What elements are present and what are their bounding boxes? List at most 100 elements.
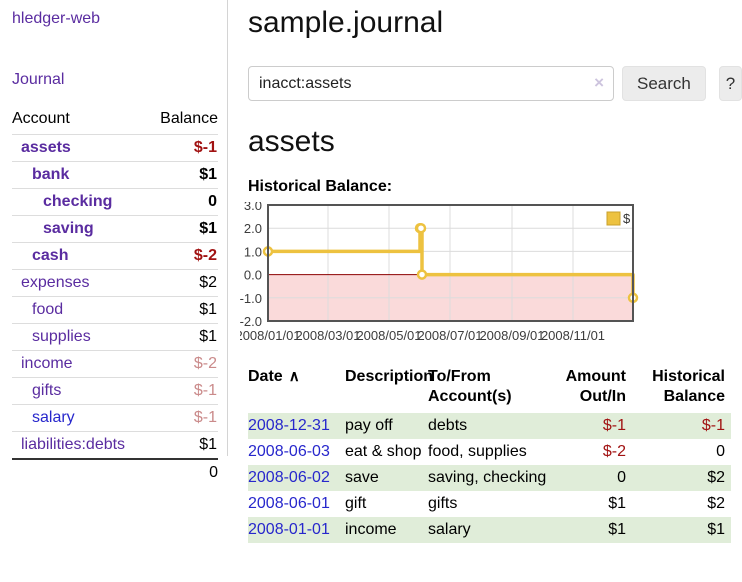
account-name-cell: checking <box>12 188 149 216</box>
transaction-date-link[interactable]: 2008-01-01 <box>248 521 330 538</box>
transaction-balance: $2 <box>707 495 725 512</box>
sidebar-account-link[interactable]: saving <box>43 220 94 237</box>
account-row: checking 0 <box>12 188 218 216</box>
transaction-description: pay off <box>345 417 393 434</box>
sidebar-account-link[interactable]: salary <box>32 409 75 426</box>
account-name-cell: expenses <box>12 269 149 297</box>
register-row: 2008-06-01 gift gifts $1 $2 <box>248 491 731 517</box>
chart-y-tick-label: 2.0 <box>244 221 262 236</box>
app-title-link[interactable]: hledger-web <box>12 10 101 27</box>
page-title: sample.journal <box>248 6 444 39</box>
transaction-balance: 0 <box>716 443 725 460</box>
accounts-table: Account Balance assets $-1 bank $1 checking 0… <box>12 106 218 486</box>
journal-link[interactable]: Journal <box>12 71 65 88</box>
main-content: sample.journal × Search ? assets Histori… <box>235 0 742 543</box>
accounts-total-value: 0 <box>148 458 218 486</box>
chart-x-tick-label: 2008/03/01 <box>295 328 360 343</box>
transaction-date-cell: 2008-06-02 <box>248 465 345 491</box>
account-balance: $1 <box>148 323 218 351</box>
register-header-accounts: To/From Account(s) <box>428 368 512 405</box>
chart-legend-swatch <box>606 211 621 226</box>
transaction-amount: $-1 <box>602 417 626 434</box>
transaction-date-cell: 2008-06-01 <box>248 491 345 517</box>
clear-search-icon[interactable]: × <box>594 73 604 92</box>
account-row: liabilities:debts $1 <box>12 431 218 459</box>
account-balance: $-2 <box>148 350 218 378</box>
accounts-total-row: 0 <box>12 458 218 486</box>
account-row: food $1 <box>12 296 218 324</box>
register-table-body: 2008-12-31 pay off debts $-1 $-1 2008-06-03 ea… <box>248 413 731 543</box>
chart-title: Historical Balance: <box>248 178 393 195</box>
sidebar-account-link[interactable]: assets <box>21 139 71 156</box>
transaction-description: gift <box>345 495 367 512</box>
sidebar-account-link[interactable]: bank <box>32 166 70 183</box>
chart-y-tick-label: 3.0 <box>244 202 262 213</box>
sidebar-account-link[interactable]: gifts <box>32 382 62 399</box>
accounts-table-header-row: Account Balance <box>12 106 218 135</box>
search-input[interactable] <box>248 66 614 101</box>
chart-x-tick-label: 2008/05/01 <box>356 328 421 343</box>
account-balance: $-2 <box>148 242 218 270</box>
transaction-date-cell: 2008-06-03 <box>248 439 345 465</box>
accounts-table-body: assets $-1 bank $1 checking 0 saving $1 cash $-2 e… <box>12 134 218 459</box>
chart-x-tick-label: 2008/01/01 <box>240 328 301 343</box>
account-row: income $-2 <box>12 350 218 378</box>
search-input-wrap: × <box>248 66 614 101</box>
register-table: Date ∧ Description To/From Account(s) Amo… <box>248 365 731 543</box>
transaction-accounts: saving, checking <box>428 469 547 486</box>
sidebar-account-link[interactable]: expenses <box>21 274 90 291</box>
account-row: cash $-2 <box>12 242 218 270</box>
transaction-date-link[interactable]: 2008-06-03 <box>248 443 330 460</box>
account-heading: assets <box>248 125 335 158</box>
account-balance: $1 <box>148 215 218 243</box>
account-row: saving $1 <box>12 215 218 243</box>
transaction-balance: $2 <box>707 469 725 486</box>
account-name-cell: income <box>12 350 149 378</box>
sidebar-account-link[interactable]: supplies <box>32 328 91 345</box>
transaction-description: income <box>345 521 397 538</box>
account-row: gifts $-1 <box>12 377 218 405</box>
accounts-header-balance: Balance <box>160 110 218 127</box>
account-name-cell: liabilities:debts <box>12 431 149 459</box>
account-name-cell: salary <box>12 404 149 432</box>
sort-ascending-icon: ∧ <box>288 368 300 385</box>
account-row: assets $-1 <box>12 134 218 162</box>
help-button[interactable]: ? <box>718 66 742 101</box>
account-balance: $1 <box>148 296 218 324</box>
register-header-date[interactable]: Date ∧ <box>248 365 345 413</box>
account-balance: $-1 <box>148 134 218 162</box>
chart-legend-label: $ <box>623 211 631 226</box>
chart-x-tick-label: 2008/09/01 <box>479 328 544 343</box>
transaction-accounts: food, supplies <box>428 443 527 460</box>
sidebar: hledger-web Journal Account Balance asse… <box>0 0 228 486</box>
chart-y-tick-label: 1.0 <box>244 244 262 259</box>
account-name-cell: assets <box>12 134 149 162</box>
account-name-cell: supplies <box>12 323 149 351</box>
sidebar-account-link[interactable]: cash <box>32 247 69 264</box>
transaction-date-link[interactable]: 2008-12-31 <box>248 417 330 434</box>
chart-data-point-marker <box>415 222 427 234</box>
sidebar-account-link[interactable]: income <box>21 355 73 372</box>
chart-border <box>267 204 634 322</box>
chart-data-point-marker <box>416 269 428 280</box>
account-balance: 0 <box>148 188 218 216</box>
search-button[interactable]: Search <box>622 66 706 101</box>
chart-x-tick-label: 2008/07/01 <box>417 328 482 343</box>
account-row: bank $1 <box>12 161 218 189</box>
transaction-date-link[interactable]: 2008-06-02 <box>248 469 330 486</box>
transaction-accounts: gifts <box>428 495 458 512</box>
account-name-cell: gifts <box>12 377 149 405</box>
accounts-header-account: Account <box>12 110 70 127</box>
sidebar-account-link[interactable]: food <box>32 301 64 318</box>
transaction-date-link[interactable]: 2008-06-01 <box>248 495 330 512</box>
register-header-balance: Historical Balance <box>652 368 725 405</box>
transaction-balance: $-1 <box>701 417 725 434</box>
transaction-description: eat & shop <box>345 443 422 460</box>
sidebar-nav: Journal <box>12 71 217 89</box>
account-row: supplies $1 <box>12 323 218 351</box>
transaction-accounts: debts <box>428 417 468 434</box>
search-bar: × Search ? <box>248 66 742 101</box>
sidebar-account-link[interactable]: liabilities:debts <box>21 436 126 453</box>
transaction-balance: $1 <box>707 521 725 538</box>
sidebar-account-link[interactable]: checking <box>43 193 113 210</box>
